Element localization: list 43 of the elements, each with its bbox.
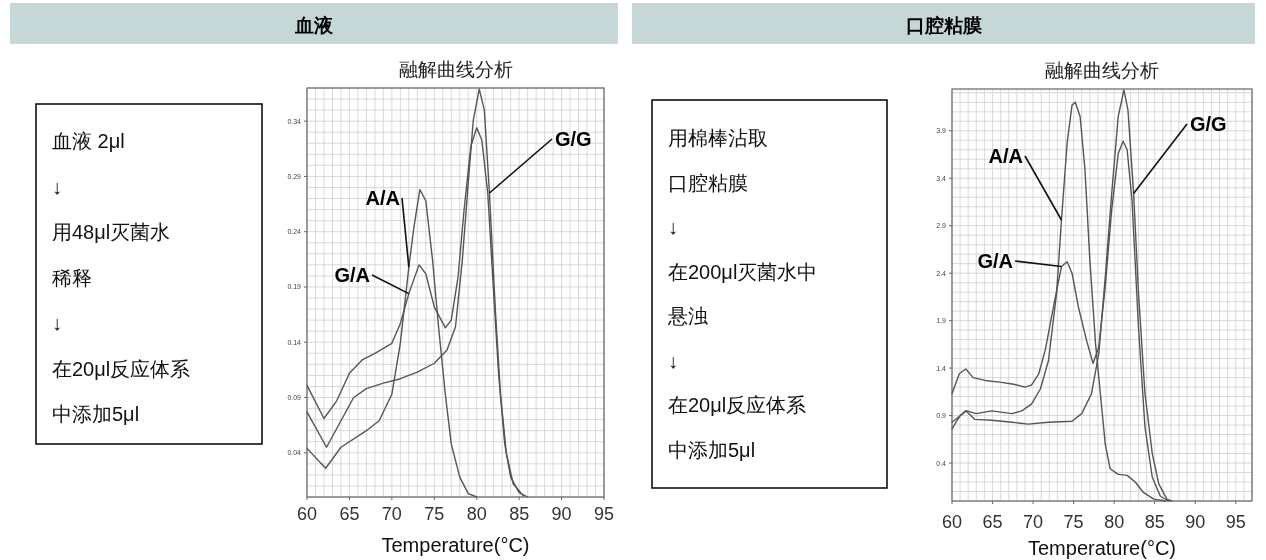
- x-tick-label: 60: [941, 512, 963, 532]
- x-tick-label: 75: [1063, 512, 1084, 532]
- x-tick-label: 80: [466, 504, 487, 524]
- chart-title: 融解曲线分析: [398, 59, 513, 80]
- x-tick-label: 75: [424, 504, 445, 524]
- x-tick-label: 65: [982, 512, 1003, 532]
- x-tick-label: 60: [296, 504, 318, 524]
- text: 口腔粘膜: [668, 171, 748, 194]
- text: ↓: [668, 216, 678, 238]
- text: ↓: [52, 312, 62, 334]
- chart-title: 融解曲线分析: [1045, 60, 1159, 81]
- x-tick-label: 85: [1144, 512, 1165, 532]
- text: 血液: [294, 15, 334, 36]
- text: ↓: [668, 349, 678, 372]
- text: 中添加5μl: [52, 403, 140, 425]
- text: 用棉棒沾取: [668, 127, 768, 149]
- x-tick-label: 95: [1225, 512, 1246, 532]
- text: ↓: [52, 175, 62, 198]
- text: G/G: [555, 128, 592, 150]
- series-label: G/A: [334, 264, 370, 286]
- x-tick-label: 70: [381, 504, 402, 524]
- text: 用48μl灭菌水: [52, 221, 171, 243]
- x-axis-title: Temperature(°C): [1027, 537, 1177, 559]
- x-axis-title: Temperature(°C): [381, 534, 530, 556]
- x-tick-label: 90: [551, 504, 572, 524]
- series-label: A/A: [365, 187, 400, 209]
- x-tick-label: 85: [509, 504, 530, 524]
- x-tick-label: 95: [593, 504, 615, 524]
- text: 血液 2μl: [52, 130, 125, 152]
- text: A/A: [988, 145, 1023, 167]
- x-tick-label: 70: [1023, 512, 1044, 532]
- text: 口腔粘膜: [905, 15, 982, 36]
- text: 在20μl反应体系: [668, 394, 807, 416]
- text: G/G: [1190, 113, 1227, 135]
- text: 中添加5μl: [668, 438, 756, 461]
- x-tick-label: 90: [1185, 512, 1206, 532]
- x-tick-label: 65: [339, 504, 360, 524]
- text: G/A: [977, 250, 1013, 272]
- text: 稀释: [52, 266, 92, 289]
- x-tick-label: 80: [1104, 512, 1125, 532]
- text: 在20μl反应体系: [52, 357, 191, 380]
- text: 悬浊: [667, 305, 708, 327]
- text: 在200μl灭菌水中: [668, 260, 818, 283]
